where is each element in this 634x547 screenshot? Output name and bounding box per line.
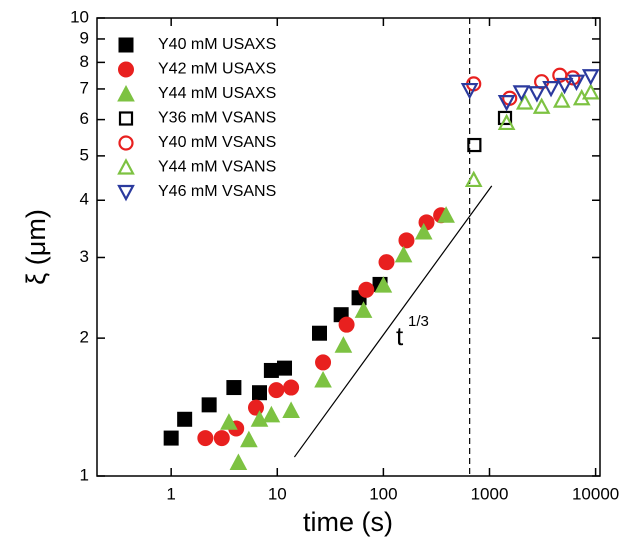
marker-circle <box>338 316 355 333</box>
marker-square <box>467 137 482 153</box>
legend-text: Y44 mM VSANS <box>158 159 276 176</box>
y-tick-label: 9 <box>80 28 89 47</box>
x-axis-title: time (s) <box>303 507 393 537</box>
marker-triangle <box>567 74 586 92</box>
marker-triangle <box>282 401 300 418</box>
x-tick-label: 1000 <box>471 484 509 503</box>
marker-triangle <box>552 91 571 108</box>
legend-marker <box>117 184 135 202</box>
y-tick-label: 6 <box>80 109 89 128</box>
marker-triangle <box>512 85 531 102</box>
x-tick-label: 1 <box>166 484 175 503</box>
marker-triangle <box>528 86 546 103</box>
y-axis-title: ξ (μm) <box>21 209 51 285</box>
legend-text: Y44 mM USAXS <box>158 85 276 102</box>
marker-circle <box>268 382 285 399</box>
marker-square <box>312 325 328 341</box>
marker-triangle <box>460 82 479 100</box>
series <box>464 83 600 188</box>
legend-text: Y40 mM USAXS <box>158 36 276 53</box>
series <box>220 206 455 471</box>
marker-triangle <box>414 222 433 240</box>
x-tick-label: 100 <box>369 484 397 503</box>
marker-triangle <box>220 413 238 430</box>
marker-circle <box>197 430 214 447</box>
marker-triangle <box>240 430 258 448</box>
y-tick-label: 3 <box>80 247 89 266</box>
annotation-superscript: 1/3 <box>408 313 429 330</box>
x-tick-label: 10000 <box>572 484 619 503</box>
marker-triangle <box>394 245 413 263</box>
marker-square <box>177 411 193 427</box>
legend-marker <box>117 84 135 102</box>
marker-circle <box>378 254 395 271</box>
marker-square <box>277 360 293 376</box>
marker-circle <box>247 399 264 416</box>
marker-circle <box>283 379 300 396</box>
marker-triangle <box>515 93 534 110</box>
marker-square <box>163 430 179 446</box>
marker-triangle <box>497 95 516 112</box>
marker-triangle <box>555 77 574 95</box>
series <box>163 276 388 446</box>
marker-triangle <box>437 206 455 223</box>
y-tick-label: 10 <box>70 7 89 26</box>
marker-circle <box>358 281 375 298</box>
legend-text: Y40 mM VSANS <box>158 134 276 151</box>
x-tick-label: 10 <box>268 484 287 503</box>
marker-triangle <box>532 97 551 114</box>
marker-square <box>252 385 268 401</box>
marker-square <box>226 380 242 396</box>
legend-text: Y36 mM VSANS <box>158 110 276 127</box>
y-tick-label: 1 <box>80 465 89 484</box>
marker-circle <box>213 430 230 447</box>
legend-text: Y42 mM USAXS <box>158 61 276 78</box>
series <box>460 69 600 112</box>
y-tick-label: 5 <box>80 145 89 164</box>
legend-marker <box>118 61 134 78</box>
marker-triangle <box>334 336 353 353</box>
marker-triangle <box>581 69 600 86</box>
series <box>467 110 513 153</box>
y-tick-label: 4 <box>80 190 89 209</box>
reference-slope-line <box>293 185 493 458</box>
annotation: t <box>396 321 404 351</box>
marker-triangle <box>374 276 393 293</box>
marker-triangle <box>354 301 373 318</box>
y-tick-label: 2 <box>80 328 89 347</box>
marker-square <box>201 397 217 413</box>
marker-triangle <box>262 405 281 423</box>
legend-marker <box>118 111 134 126</box>
marker-triangle <box>464 170 483 188</box>
legend-marker <box>118 135 134 151</box>
legend-text: Y46 mM VSANS <box>158 183 276 200</box>
legend-marker <box>117 158 135 175</box>
marker-square <box>497 110 513 126</box>
marker-triangle <box>542 80 560 98</box>
marker-triangle <box>250 410 269 427</box>
plot-frame <box>96 17 601 477</box>
marker-triangle <box>581 83 600 100</box>
y-tick-label: 7 <box>80 78 89 97</box>
marker-triangle <box>314 370 332 388</box>
marker-triangle <box>497 113 516 131</box>
y-tick-label: 8 <box>80 52 89 71</box>
marker-triangle <box>229 453 248 471</box>
marker-circle <box>315 354 332 371</box>
marker-circle <box>398 232 415 249</box>
marker-circle <box>565 70 581 86</box>
legend-marker <box>118 37 134 53</box>
marker-square <box>263 362 279 378</box>
series <box>197 207 450 447</box>
